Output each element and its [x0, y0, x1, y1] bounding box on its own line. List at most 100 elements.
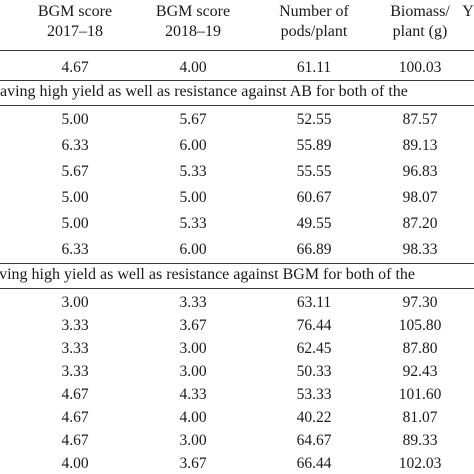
header-rule — [0, 50, 474, 51]
table-row: 4.67 3.00 64.67 89.33 — [0, 428, 474, 454]
header-bgm-2017-18: BGM score 2017–18 — [0, 2, 150, 42]
cell: 5.00 — [179, 189, 207, 206]
section-title-text: aving high yield as well as resistance a… — [0, 266, 416, 283]
cell: 5.33 — [179, 215, 207, 232]
header-pods-per-plant: Number of pods/plant — [244, 2, 384, 42]
cell: 98.07 — [402, 189, 438, 206]
cell: 61.11 — [296, 59, 332, 76]
cell: 5.00 — [61, 215, 89, 232]
cell: 3.00 — [179, 363, 207, 380]
header-line: BGM score — [37, 3, 113, 20]
header-line: Y — [462, 3, 474, 20]
cell: 3.00 — [61, 294, 89, 311]
table-header: BGM score 2017–18 BGM score 2018–19 Numb… — [0, 0, 474, 44]
section-title-bgm: aving high yield as well as resistance a… — [0, 264, 474, 286]
table-row: 4.67 4.33 53.33 101.60 — [0, 382, 474, 408]
cell: 4.67 — [61, 409, 89, 426]
cell: 89.13 — [402, 137, 438, 154]
cell: 3.67 — [179, 455, 207, 472]
header-partial-column: Y — [458, 2, 474, 22]
cell: 6.33 — [61, 137, 89, 154]
cell: 5.33 — [179, 163, 207, 180]
cell: 40.22 — [296, 409, 332, 426]
header-line: Biomass/ — [390, 3, 450, 20]
cell: 6.00 — [179, 241, 207, 258]
header-line: plant (g) — [392, 23, 448, 40]
cell: 100.03 — [398, 59, 442, 76]
cell: 76.44 — [296, 317, 332, 334]
cell: 5.00 — [61, 189, 89, 206]
header-line: pods/plant — [280, 23, 348, 40]
cell: 105.80 — [398, 317, 442, 334]
section-rule — [0, 80, 474, 81]
table-row: 3.33 3.67 76.44 105.80 — [0, 313, 474, 339]
header-line: 2017–18 — [47, 23, 103, 40]
cell: 87.57 — [402, 111, 438, 128]
cell: 63.11 — [296, 294, 332, 311]
section-rule — [0, 288, 474, 289]
section-rule — [0, 263, 474, 264]
cell: 96.83 — [402, 163, 438, 180]
cell: 81.07 — [402, 409, 438, 426]
table-row: 5.00 5.00 60.67 98.07 — [0, 185, 474, 211]
table-row: 3.33 3.00 62.45 87.80 — [0, 336, 474, 362]
cell: 53.33 — [296, 386, 332, 403]
cell: 3.33 — [61, 340, 89, 357]
table-row: 3.00 3.33 63.11 97.30 — [0, 290, 474, 316]
header-line: 2018–19 — [165, 23, 221, 40]
cell: 50.33 — [296, 363, 332, 380]
header-biomass-per-plant: Biomass/ plant (g) — [360, 2, 474, 42]
cell: 55.89 — [296, 137, 332, 154]
cell: 3.33 — [61, 363, 89, 380]
cell: 4.67 — [61, 59, 89, 76]
cell: 60.67 — [296, 189, 332, 206]
cell: 5.67 — [179, 111, 207, 128]
cell: 97.30 — [402, 294, 438, 311]
cell: 92.43 — [402, 363, 438, 380]
table-row: 4.67 4.00 61.11 100.03 — [0, 55, 474, 81]
cell: 6.00 — [179, 137, 207, 154]
cell: 3.67 — [179, 317, 207, 334]
section-title-text: having high yield as well as resistance … — [0, 83, 408, 100]
cell: 66.44 — [296, 455, 332, 472]
cell: 87.80 — [402, 340, 438, 357]
cell: 64.67 — [296, 432, 332, 449]
table-row: 5.67 5.33 55.55 96.83 — [0, 159, 474, 185]
cell: 4.00 — [179, 409, 207, 426]
cell: 102.03 — [398, 455, 442, 472]
cell: 3.33 — [179, 294, 207, 311]
section-title-ab: having high yield as well as resistance … — [0, 81, 474, 103]
cell: 4.00 — [179, 59, 207, 76]
cell: 5.00 — [61, 111, 89, 128]
cell: 3.33 — [61, 317, 89, 334]
cell: 52.55 — [296, 111, 332, 128]
section-rule — [0, 105, 474, 106]
cell: 66.89 — [296, 241, 332, 258]
cell: 49.55 — [296, 215, 332, 232]
table-row: 4.67 4.00 40.22 81.07 — [0, 405, 474, 431]
cell: 3.00 — [179, 340, 207, 357]
header-bgm-2018-19: BGM score 2018–19 — [128, 2, 258, 42]
table-row: 4.00 3.67 66.44 102.03 — [0, 451, 474, 474]
cell: 98.33 — [402, 241, 438, 258]
cell: 4.67 — [61, 386, 89, 403]
cell: 3.00 — [179, 432, 207, 449]
header-line: BGM score — [155, 3, 231, 20]
cell: 4.00 — [61, 455, 89, 472]
cell: 6.33 — [61, 241, 89, 258]
cell: 62.45 — [296, 340, 332, 357]
table-row: 5.00 5.33 49.55 87.20 — [0, 211, 474, 237]
cell: 4.33 — [179, 386, 207, 403]
cell: 5.67 — [61, 163, 89, 180]
cell: 87.20 — [402, 215, 438, 232]
header-line: Number of — [279, 3, 349, 20]
cell: 55.55 — [296, 163, 332, 180]
cell: 89.33 — [402, 432, 438, 449]
table-row: 6.33 6.00 66.89 98.33 — [0, 237, 474, 263]
cell: 4.67 — [61, 432, 89, 449]
table-row: 6.33 6.00 55.89 89.13 — [0, 133, 474, 159]
table-row: 3.33 3.00 50.33 92.43 — [0, 359, 474, 385]
table-row: 5.00 5.67 52.55 87.57 — [0, 107, 474, 133]
cell: 101.60 — [398, 386, 442, 403]
